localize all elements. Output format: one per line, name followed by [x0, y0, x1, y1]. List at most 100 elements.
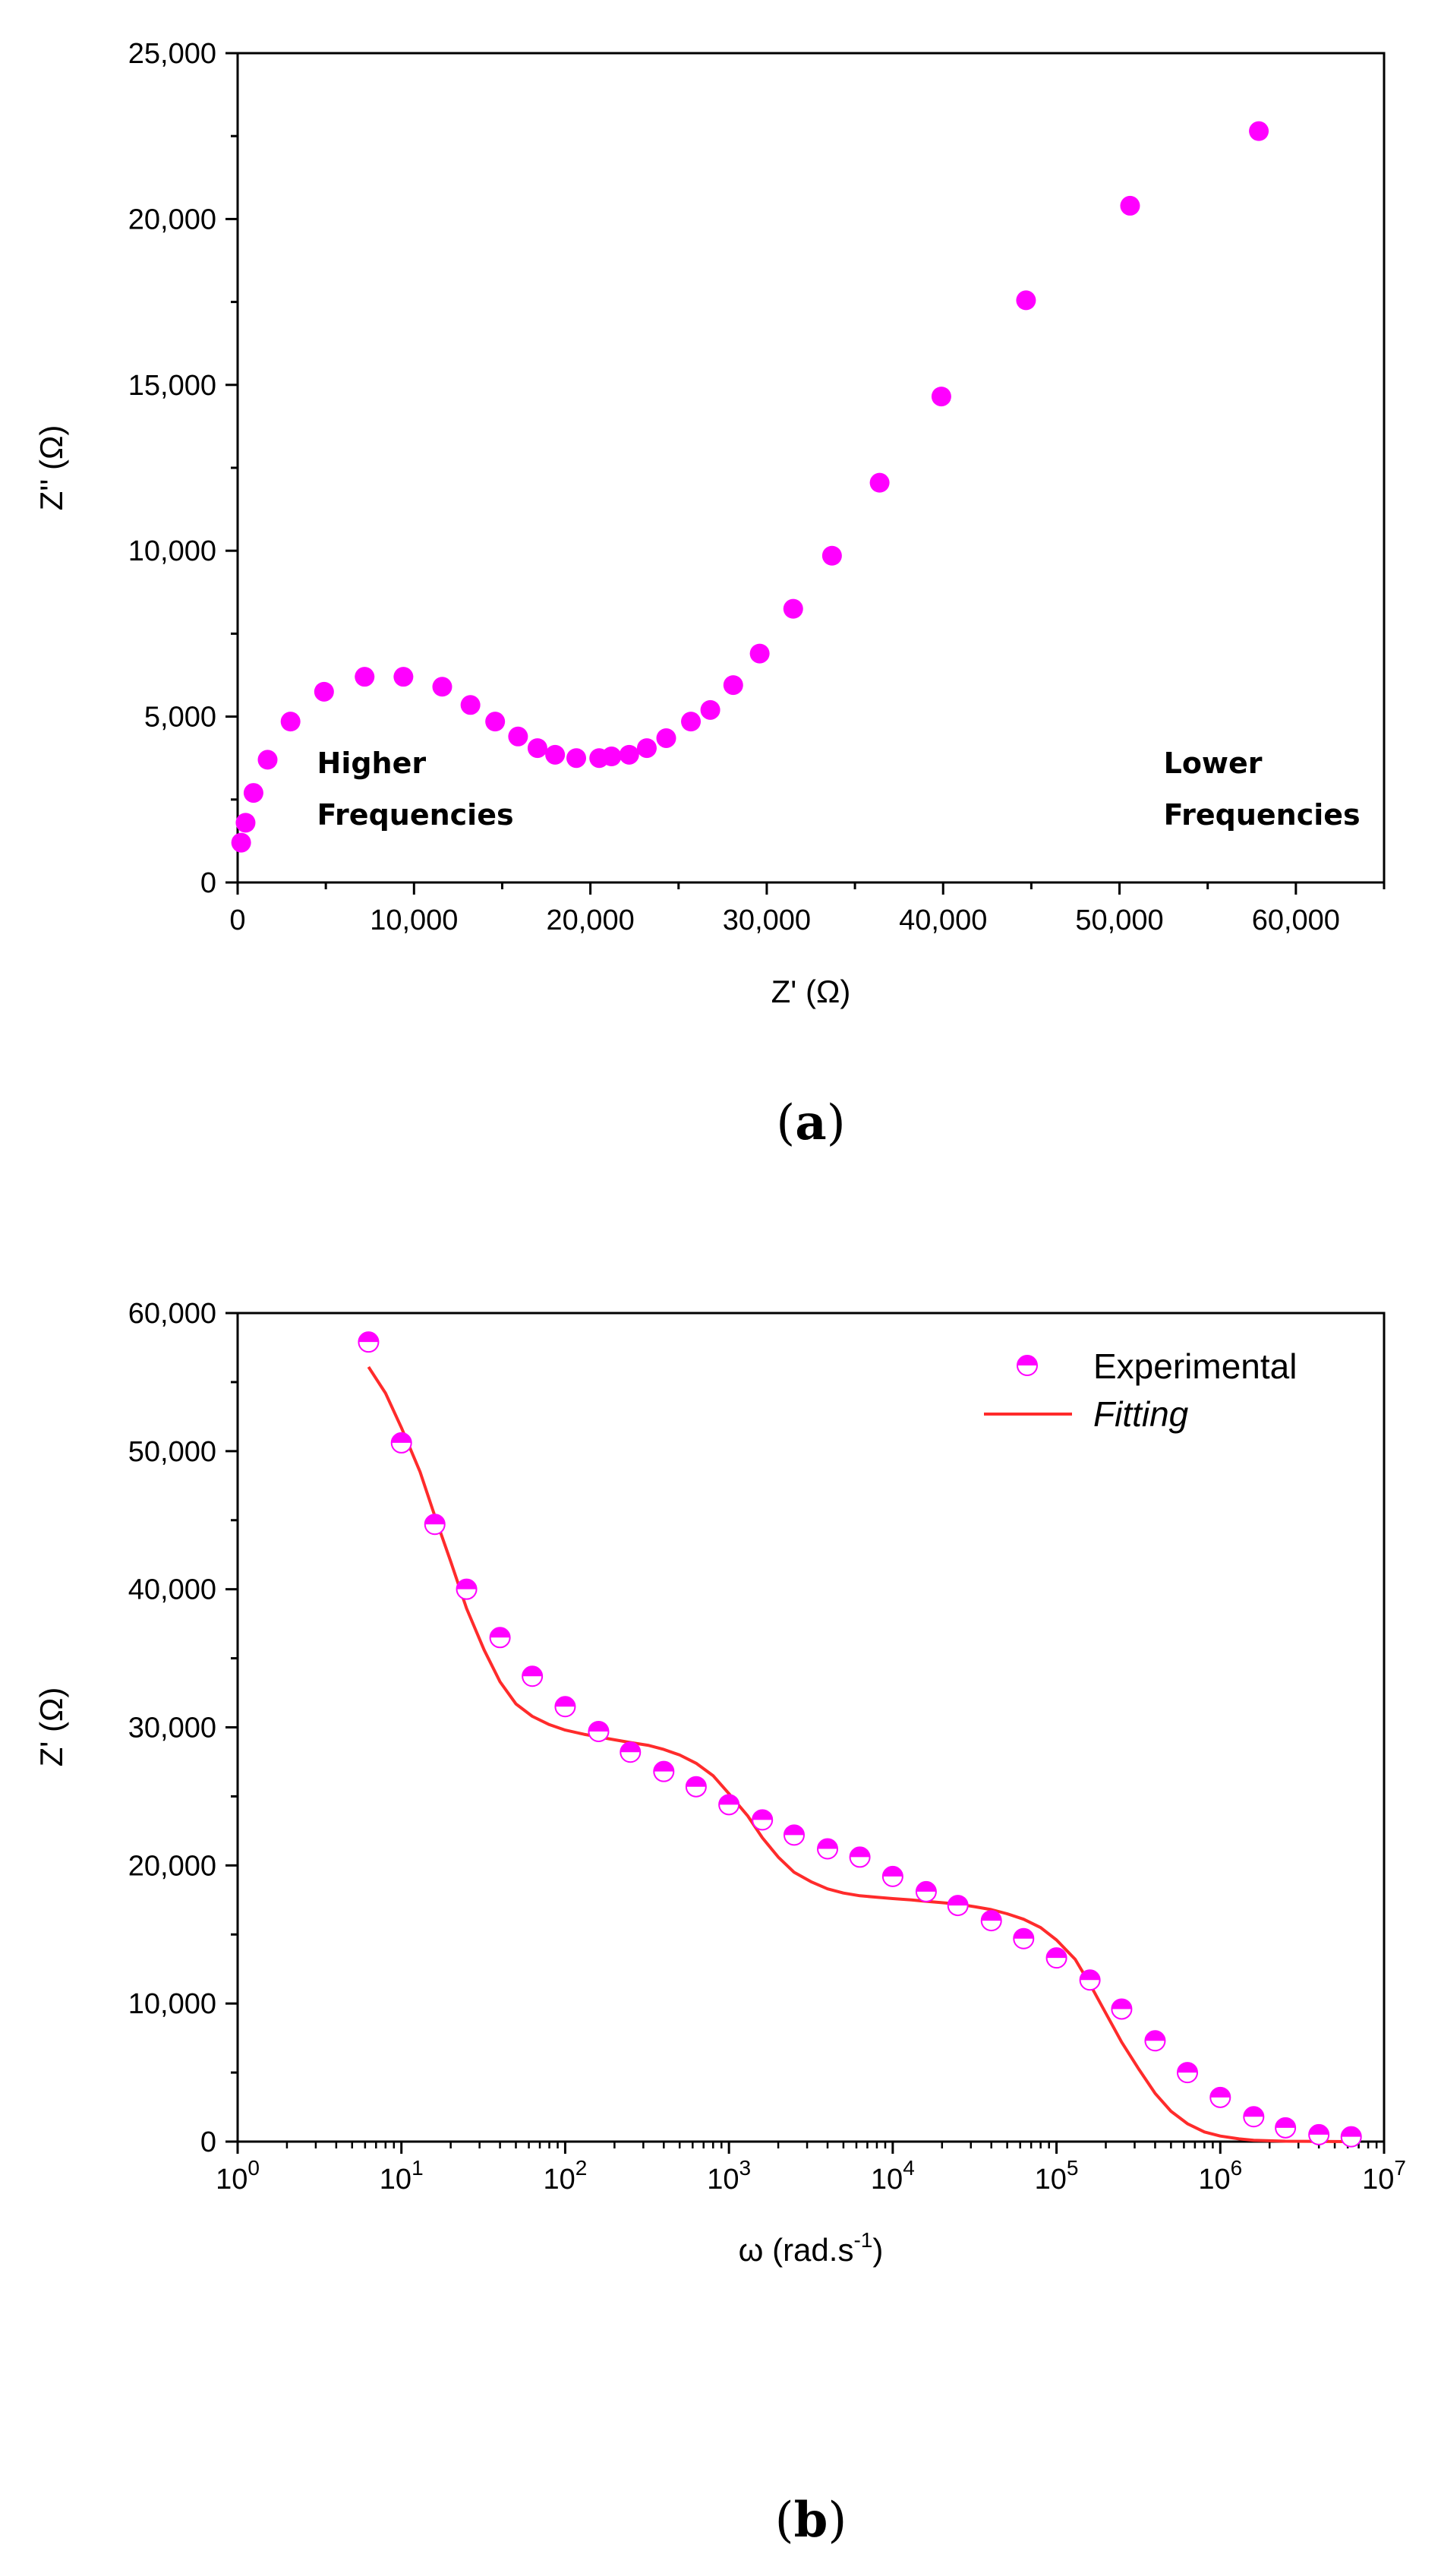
data-point	[700, 699, 720, 720]
data-points-a	[231, 121, 1269, 853]
y-tick-label: 20,000	[128, 204, 216, 235]
data-point	[231, 832, 251, 853]
data-point	[620, 1741, 642, 1763]
x-tick-label: 30,000	[723, 904, 811, 936]
x-tick-label: 0	[229, 904, 245, 936]
data-point	[1177, 2062, 1199, 2084]
data-point	[685, 1776, 707, 1798]
nyquist-chart: 0 10,000 20,000 30,000 40,000 50,000 60,000 0 5,…	[33, 38, 1386, 1151]
data-point	[681, 712, 702, 732]
data-point	[1120, 195, 1140, 216]
y-tick-label: 10,000	[128, 535, 216, 567]
data-point	[424, 1514, 446, 1536]
x-tick-label: 40,000	[899, 904, 987, 936]
data-point	[522, 1665, 544, 1687]
data-point	[456, 1578, 478, 1600]
y-tick-label: 5,000	[144, 702, 216, 734]
data-point	[1111, 1998, 1133, 2020]
x-tick-label: 101	[380, 2156, 424, 2196]
data-point	[1249, 121, 1269, 141]
data-point	[821, 545, 842, 566]
data-point	[869, 472, 890, 493]
y-tick-label: 50,000	[128, 1436, 216, 1468]
data-point	[783, 598, 803, 619]
data-point	[1013, 1927, 1035, 1949]
x-tick-label: 105	[1035, 2156, 1079, 2196]
data-points-b	[358, 1331, 1362, 2148]
legend-label-experimental: Experimental	[1093, 1346, 1297, 1386]
y-tick-label: 30,000	[128, 1713, 216, 1744]
data-point	[636, 738, 657, 759]
legend-marker-experimental	[1017, 1355, 1038, 1376]
fitting-line	[367, 1365, 1351, 2143]
data-point	[390, 1432, 412, 1454]
data-point	[1045, 1947, 1067, 1969]
bode-chart: 100 101 102 103 104 105 106 107 0 10,000 20,000 30,…	[33, 1298, 1406, 2549]
data-point	[314, 681, 334, 702]
data-point	[235, 813, 256, 833]
x-tick-label: 106	[1198, 2156, 1242, 2196]
x-axis-title: Z' (Ω)	[771, 974, 851, 1009]
data-point	[489, 1627, 511, 1649]
legend-marker-shape	[1017, 1355, 1038, 1376]
data-point	[881, 1865, 903, 1887]
data-point	[393, 667, 414, 687]
data-point	[980, 1910, 1002, 1932]
data-point	[723, 675, 743, 696]
legend-label-fitting: Fitting	[1093, 1394, 1189, 1434]
data-point	[619, 744, 639, 765]
data-point	[358, 1331, 380, 1353]
data-point	[601, 747, 622, 767]
data-point	[1144, 2030, 1166, 2052]
y-tick-label: 10,000	[128, 1988, 216, 2020]
y-tick-label: 20,000	[128, 1850, 216, 1882]
panel-label-a: (a)	[776, 1094, 845, 1151]
data-point	[653, 1760, 675, 1782]
y-tick-label: 0	[200, 867, 216, 899]
data-point	[915, 1880, 937, 1902]
data-point	[527, 738, 547, 759]
data-point	[566, 748, 587, 769]
legend-item-experimental: Experimental	[1017, 1346, 1297, 1386]
x-tick-label: 107	[1362, 2156, 1406, 2196]
panel-label-b: (b)	[775, 2492, 847, 2549]
legend-item-fitting: Fitting	[984, 1394, 1189, 1434]
data-point	[783, 1824, 805, 1846]
data-point	[752, 1809, 774, 1831]
axes-b: 100 101 102 103 104 105 106 107 0 10,000 20,000 30,…	[128, 1298, 1406, 2196]
x-tick-label: 50,000	[1075, 904, 1163, 936]
data-point	[1016, 290, 1036, 311]
y-axis-title: Z' (Ω)	[33, 1687, 69, 1767]
y-tick-label: 40,000	[128, 1574, 216, 1606]
data-point	[280, 712, 301, 732]
x-tick-label: 103	[707, 2156, 751, 2196]
y-tick-label: 0	[200, 2126, 216, 2158]
data-point	[1340, 2126, 1362, 2148]
y-tick-label: 60,000	[128, 1298, 216, 1330]
y-axis-title: Z'' (Ω)	[33, 425, 69, 511]
fitting-curve	[367, 1365, 1351, 2143]
data-point	[554, 1696, 576, 1718]
data-point	[1079, 1969, 1101, 1991]
x-tick-label: 104	[871, 2156, 915, 2196]
x-tick-label: 20,000	[546, 904, 634, 936]
y-tick-label: 15,000	[128, 370, 216, 402]
data-point	[545, 744, 566, 765]
data-point	[931, 387, 951, 407]
x-tick-label: 10,000	[370, 904, 458, 936]
data-point	[243, 783, 263, 803]
y-tick-label: 25,000	[128, 38, 216, 70]
data-point	[257, 750, 278, 770]
data-point	[485, 712, 506, 732]
x-axis-title: ω (rad.s-1)	[739, 2228, 884, 2268]
annotation-higher-frequencies: Higher Frequencies	[317, 747, 514, 832]
legend: Experimental Fitting	[984, 1346, 1297, 1434]
data-point	[718, 1794, 740, 1816]
x-tick-label: 102	[543, 2156, 587, 2196]
x-tick-label: 100	[216, 2156, 260, 2196]
data-point	[1243, 2106, 1265, 2128]
data-point	[432, 677, 452, 697]
data-point	[849, 1846, 871, 1868]
data-point	[460, 695, 481, 715]
annotations-a: Higher Frequencies Lower Frequencies	[317, 747, 1361, 832]
